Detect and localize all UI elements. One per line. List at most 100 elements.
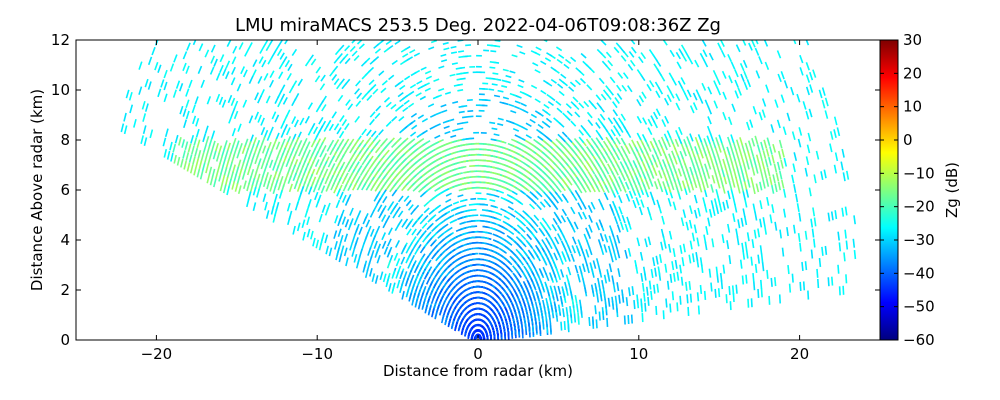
range-gate: [182, 62, 187, 72]
range-gate: [567, 266, 572, 276]
range-gate: [337, 217, 342, 227]
range-gate: [844, 206, 848, 216]
range-gate: [779, 170, 783, 180]
range-gate: [669, 303, 672, 313]
range-gate: [430, 40, 438, 44]
range-gate: [769, 146, 773, 155]
range-gate: [715, 189, 720, 198]
range-gate: [526, 233, 533, 241]
range-gate: [791, 131, 796, 141]
range-gate: [729, 144, 734, 153]
range-gate: [630, 314, 633, 324]
range-gate: [722, 158, 727, 168]
range-gate: [846, 170, 850, 180]
range-gate: [550, 78, 557, 84]
range-gate: [764, 158, 769, 168]
range-gate: [399, 96, 406, 103]
range-gate: [703, 172, 707, 182]
range-gate: [536, 128, 543, 134]
range-gate: [778, 294, 781, 304]
range-gate: [811, 228, 815, 238]
range-gate: [646, 286, 649, 296]
range-gate: [541, 239, 547, 247]
range-gate: [730, 161, 735, 171]
range-gate: [443, 228, 451, 234]
range-gate: [578, 136, 585, 144]
range-gate: [449, 219, 456, 224]
range-gate: [498, 247, 505, 253]
range-gate: [624, 223, 629, 233]
range-gate: [416, 132, 423, 138]
range-gate: [625, 193, 631, 202]
range-gate: [482, 231, 489, 234]
range-gate: [545, 237, 551, 245]
range-gate: [381, 240, 387, 249]
range-gate: [525, 157, 532, 163]
range-gate: [335, 199, 341, 209]
range-gate: [694, 136, 700, 146]
range-gate: [594, 174, 600, 182]
range-gate: [242, 99, 248, 108]
range-gate: [458, 55, 465, 59]
range-gate: [647, 236, 652, 246]
range-gate: [737, 219, 741, 229]
range-gate: [231, 56, 237, 65]
range-gate: [455, 228, 463, 233]
range-gate: [671, 78, 678, 86]
range-gate: [525, 226, 532, 233]
range-gate: [579, 77, 586, 84]
range-gate: [546, 52, 553, 57]
range-gate: [358, 43, 365, 50]
range-gate: [611, 275, 615, 285]
range-gate: [505, 74, 512, 79]
range-gate: [318, 116, 324, 125]
range-gate: [703, 290, 707, 300]
range-gate: [233, 100, 239, 109]
range-gate: [720, 141, 725, 151]
range-gate: [742, 40, 747, 46]
range-gate: [751, 166, 756, 176]
range-gate: [766, 269, 769, 279]
range-gate: [662, 181, 667, 190]
range-gate: [467, 110, 474, 113]
range-gate: [561, 131, 568, 138]
range-gate: [596, 48, 603, 55]
range-gate: [493, 194, 500, 198]
range-gate: [607, 117, 614, 125]
range-gate: [561, 208, 568, 217]
range-gate: [738, 175, 743, 184]
range-gate: [362, 216, 368, 225]
range-gate: [708, 268, 712, 278]
range-gate: [609, 76, 616, 84]
range-gate: [844, 229, 847, 239]
range-gate: [772, 143, 777, 153]
range-gate: [613, 125, 619, 133]
range-gate: [403, 195, 410, 203]
range-gate: [324, 176, 330, 185]
range-gate: [428, 209, 435, 215]
range-gate: [746, 121, 751, 131]
range-gate: [635, 197, 640, 206]
range-gate: [611, 200, 617, 210]
range-gate: [361, 182, 367, 191]
range-gate: [688, 219, 693, 229]
range-gate: [770, 124, 775, 133]
range-gate: [611, 296, 614, 306]
range-gate: [640, 199, 645, 208]
range-gate: [381, 232, 387, 241]
range-gate: [391, 141, 397, 148]
range-gate: [186, 42, 191, 51]
range-gate: [787, 265, 790, 275]
range-gate: [270, 50, 277, 59]
range-gate: [577, 312, 580, 322]
range-gate: [710, 282, 713, 292]
range-gate: [569, 81, 577, 88]
range-gate: [557, 304, 561, 314]
range-gate: [254, 111, 260, 120]
range-gate: [697, 143, 702, 152]
range-gate: [726, 240, 730, 250]
range-gate: [746, 232, 750, 242]
range-gate: [368, 79, 375, 86]
range-gate: [658, 170, 663, 179]
range-gate: [642, 266, 646, 276]
